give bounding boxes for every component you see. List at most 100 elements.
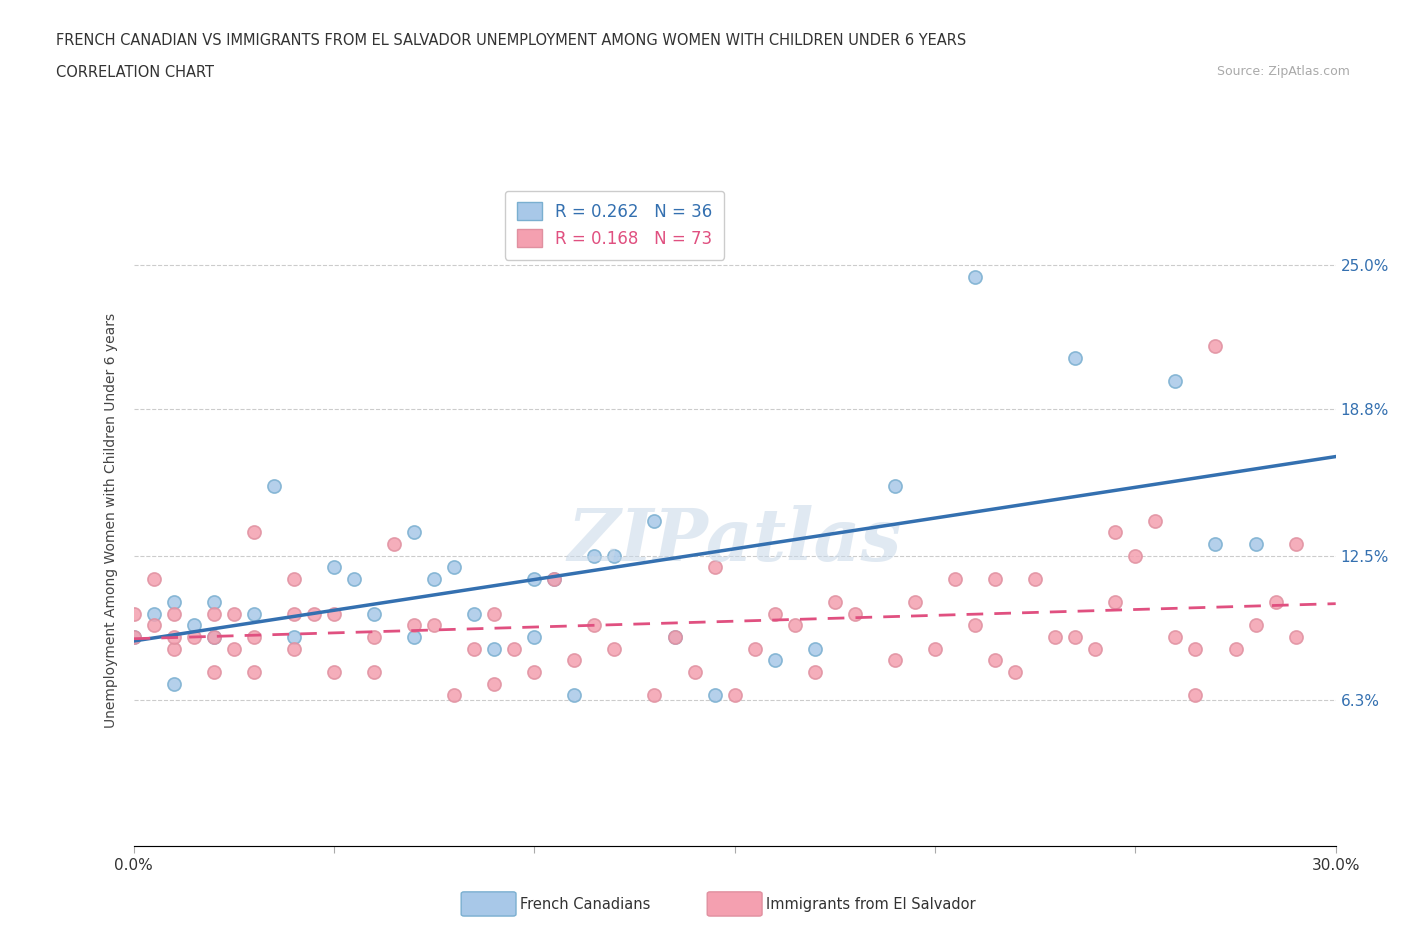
Point — [263, 479, 285, 494]
Point — [222, 642, 245, 657]
Point — [1285, 630, 1308, 644]
Point — [583, 549, 606, 564]
Point — [943, 571, 966, 587]
Point — [824, 595, 846, 610]
Point — [644, 513, 666, 528]
Point — [463, 642, 485, 657]
Point — [162, 606, 186, 621]
Point — [1004, 665, 1026, 680]
Point — [142, 618, 165, 633]
Point — [1285, 537, 1308, 551]
Point — [664, 630, 686, 644]
Point — [142, 606, 165, 621]
Point — [202, 595, 225, 610]
Point — [243, 630, 266, 644]
Point — [283, 642, 305, 657]
Point — [423, 618, 446, 633]
Point — [484, 676, 506, 691]
Point — [1024, 571, 1046, 587]
Point — [1225, 642, 1247, 657]
Point — [162, 676, 186, 691]
Point — [323, 606, 346, 621]
Point — [1164, 374, 1187, 389]
Point — [443, 688, 465, 703]
Point — [423, 571, 446, 587]
Point — [703, 688, 725, 703]
Point — [603, 549, 626, 564]
Point — [283, 630, 305, 644]
Point — [1184, 688, 1206, 703]
Point — [1064, 351, 1087, 365]
Point — [302, 606, 325, 621]
Point — [323, 560, 346, 575]
Point — [1204, 339, 1226, 354]
Point — [463, 606, 485, 621]
Point — [683, 665, 706, 680]
Point — [1084, 642, 1107, 657]
Point — [202, 665, 225, 680]
Point — [162, 642, 186, 657]
Point — [1184, 642, 1206, 657]
Text: CORRELATION CHART: CORRELATION CHART — [56, 65, 214, 80]
Point — [1104, 595, 1126, 610]
Text: Immigrants from El Salvador: Immigrants from El Salvador — [766, 897, 976, 912]
Text: FRENCH CANADIAN VS IMMIGRANTS FROM EL SALVADOR UNEMPLOYMENT AMONG WOMEN WITH CHI: FRENCH CANADIAN VS IMMIGRANTS FROM EL SA… — [56, 33, 966, 47]
Point — [122, 606, 145, 621]
Point — [523, 571, 546, 587]
Point — [222, 606, 245, 621]
Point — [122, 630, 145, 644]
Y-axis label: Unemployment Among Women with Children Under 6 years: Unemployment Among Women with Children U… — [104, 313, 118, 728]
Point — [884, 479, 907, 494]
Point — [844, 606, 866, 621]
Point — [382, 537, 405, 551]
Point — [243, 525, 266, 540]
Point — [804, 665, 827, 680]
Point — [283, 606, 305, 621]
Point — [965, 618, 987, 633]
Point — [162, 630, 186, 644]
Point — [202, 630, 225, 644]
Point — [142, 571, 165, 587]
Point — [703, 560, 725, 575]
Point — [183, 618, 205, 633]
Point — [1104, 525, 1126, 540]
Point — [283, 571, 305, 587]
Point — [744, 642, 766, 657]
Point — [503, 642, 526, 657]
Legend: R = 0.262   N = 36, R = 0.168   N = 73: R = 0.262 N = 36, R = 0.168 N = 73 — [505, 191, 724, 259]
Point — [1045, 630, 1067, 644]
Point — [1144, 513, 1167, 528]
Point — [243, 606, 266, 621]
Point — [543, 571, 565, 587]
Point — [484, 606, 506, 621]
Point — [523, 665, 546, 680]
Point — [404, 618, 426, 633]
Point — [924, 642, 946, 657]
Point — [183, 630, 205, 644]
Point — [343, 571, 366, 587]
Point — [763, 653, 786, 668]
Point — [404, 630, 426, 644]
Point — [443, 560, 465, 575]
Point — [965, 270, 987, 285]
Point — [664, 630, 686, 644]
Point — [904, 595, 927, 610]
Point — [564, 688, 586, 703]
Point — [1164, 630, 1187, 644]
Point — [484, 642, 506, 657]
Point — [603, 642, 626, 657]
Point — [783, 618, 806, 633]
Point — [363, 630, 385, 644]
Point — [564, 653, 586, 668]
Point — [543, 571, 565, 587]
Point — [243, 665, 266, 680]
Text: Source: ZipAtlas.com: Source: ZipAtlas.com — [1216, 65, 1350, 78]
Point — [763, 606, 786, 621]
Point — [1244, 537, 1267, 551]
Point — [1125, 549, 1147, 564]
Point — [202, 606, 225, 621]
Point — [583, 618, 606, 633]
Point — [202, 630, 225, 644]
Point — [1064, 630, 1087, 644]
Text: ZIPatlas: ZIPatlas — [568, 505, 901, 576]
